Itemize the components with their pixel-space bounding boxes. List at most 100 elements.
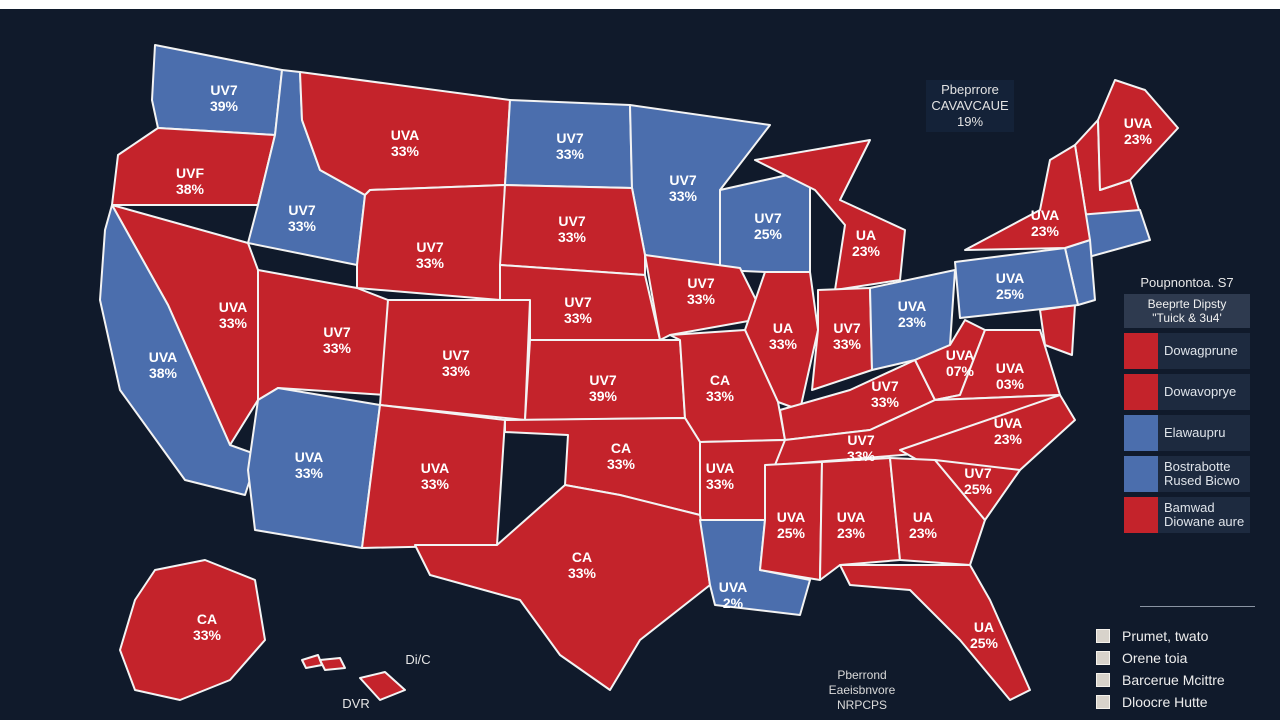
note-item: Dloocre Hutte — [1090, 691, 1260, 713]
state-value-mn: 33% — [669, 188, 698, 204]
state-shapes — [99, 44, 1179, 701]
checkbox-icon[interactable] — [1096, 673, 1110, 687]
state-label-oh: UVA — [898, 298, 927, 314]
note-item: Prumet, twato — [1090, 625, 1260, 647]
state-label-mo: CA — [710, 372, 730, 388]
note-item: Orene toia — [1090, 647, 1260, 669]
bottom-note-line3: NRPCPS — [836, 698, 887, 712]
state-value-nm: 33% — [421, 476, 450, 492]
state-value-mt: 33% — [391, 143, 420, 159]
state-label-or: UVF — [176, 165, 204, 181]
state-label-wy: UV7 — [416, 239, 443, 255]
bottom-note-line2: Eaeisbnvore — [828, 683, 896, 697]
state-label-ca: UVA — [149, 349, 178, 365]
state-value-ks: 39% — [589, 388, 618, 404]
state-pa[interactable] — [954, 247, 1079, 319]
legend-subtitle: Beeprte Dipsty "Tuick & 3u4' — [1124, 294, 1250, 328]
state-ia[interactable] — [644, 254, 766, 341]
state-label-tx: CA — [572, 549, 592, 565]
state-label-in: UV7 — [833, 320, 860, 336]
state-label-ny: UVA — [1031, 207, 1060, 223]
top-note-line2: CAVAVCAUE — [931, 98, 1009, 113]
state-hi[interactable] — [319, 657, 346, 671]
state-al[interactable] — [819, 457, 901, 581]
legend-item: Elawaupru — [1124, 415, 1250, 451]
state-label-me: UVA — [1124, 115, 1153, 131]
island-fragment-2 — [359, 671, 406, 701]
state-value-ga: 23% — [909, 525, 938, 541]
state-value-ny: 23% — [1031, 223, 1060, 239]
legend-swatch — [1124, 333, 1158, 369]
legend-swatch — [1124, 415, 1158, 451]
state-label-tn: UV7 — [847, 432, 874, 448]
state-label-nc: UVA — [994, 415, 1023, 431]
state-value-ok: 33% — [607, 456, 636, 472]
state-label-va: UVA — [996, 360, 1025, 376]
state-value-pa: 25% — [996, 286, 1025, 302]
state-label-ak: CA — [197, 611, 217, 627]
hawaii-mark: Di/C — [405, 652, 430, 667]
state-label-nv: UVA — [219, 299, 248, 315]
state-label-nm: UVA — [421, 460, 450, 476]
legend-swatch — [1124, 456, 1158, 492]
note-label: Barcerue Mcittre — [1122, 672, 1225, 688]
state-label-ks: UV7 — [589, 372, 616, 388]
state-label-pa: UVA — [996, 270, 1025, 286]
state-label-az: UVA — [295, 449, 324, 465]
small-marks: Di/C DVR — [342, 652, 430, 711]
state-value-wy: 33% — [416, 255, 445, 271]
state-label-la: UVA — [719, 579, 748, 595]
top-note: Pbeprrore CAVAVCAUE 19% — [926, 80, 1014, 132]
state-value-ne: 33% — [564, 310, 593, 326]
checkbox-icon[interactable] — [1096, 695, 1110, 709]
island-fragment-1 — [301, 654, 323, 669]
state-label-ut: UV7 — [323, 324, 350, 340]
state-value-ut: 33% — [323, 340, 352, 356]
state-ak[interactable] — [119, 559, 266, 701]
state-label-mi: UA — [856, 227, 876, 243]
state-value-ca: 38% — [149, 365, 178, 381]
state-ca[interactable] — [99, 204, 259, 496]
state-value-me: 23% — [1124, 131, 1153, 147]
state-value-nd: 33% — [556, 146, 585, 162]
state-or[interactable] — [111, 127, 276, 206]
state-ga[interactable] — [889, 457, 986, 566]
legend-label: Bamwad Diowane aure — [1164, 500, 1245, 529]
state-sd[interactable] — [499, 184, 646, 276]
legend-swatch — [1124, 374, 1158, 410]
state-value-sc: 25% — [964, 481, 993, 497]
state-value-ak: 33% — [193, 627, 222, 643]
state-label-ne: UV7 — [564, 294, 591, 310]
legend-swatch — [1124, 497, 1158, 533]
state-sc[interactable] — [934, 459, 1021, 521]
state-in[interactable] — [811, 287, 873, 391]
state-tx[interactable] — [414, 484, 711, 691]
legend-item: Bostrabotte Rused Bicwo — [1124, 456, 1250, 492]
state-ny[interactable] — [964, 144, 1091, 251]
state-label-sd: UV7 — [558, 213, 585, 229]
state-label-al: UVA — [837, 509, 866, 525]
legend-label: Bostrabotte Rused Bicwo — [1164, 459, 1240, 488]
state-label-il: UA — [773, 320, 793, 336]
state-value-oh: 23% — [898, 314, 927, 330]
legend-item: Bamwad Diowane aure — [1124, 497, 1250, 533]
top-strip — [0, 0, 1280, 9]
state-value-az: 33% — [295, 465, 324, 481]
state-value-wv: 07% — [946, 363, 975, 379]
alaska-mark: DVR — [342, 696, 369, 711]
state-label-ms: UVA — [777, 509, 806, 525]
state-fl[interactable] — [839, 564, 1031, 701]
state-mi[interactable] — [754, 139, 906, 291]
state-label-ok: CA — [611, 440, 631, 456]
checkbox-icon[interactable] — [1096, 629, 1110, 643]
state-label-mt: UVA — [391, 127, 420, 143]
checkbox-icon[interactable] — [1096, 651, 1110, 665]
state-ms[interactable] — [759, 461, 823, 581]
state-value-or: 38% — [176, 181, 205, 197]
state-value-ar: 33% — [706, 476, 735, 492]
state-me[interactable] — [1097, 79, 1179, 191]
state-value-nv: 33% — [219, 315, 248, 331]
note-label: Dloocre Hutte — [1122, 694, 1208, 710]
state-value-co: 33% — [442, 363, 471, 379]
